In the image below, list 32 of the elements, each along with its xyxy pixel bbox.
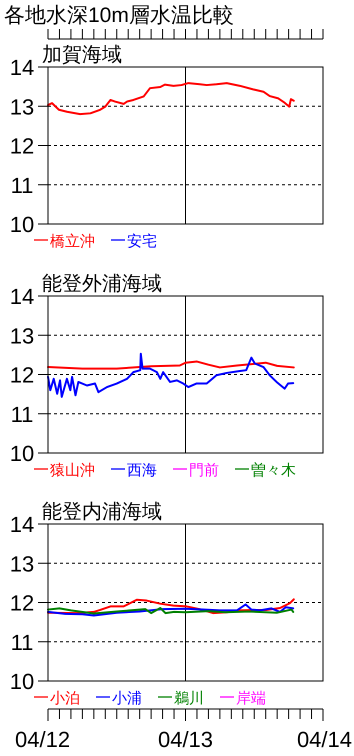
chart-title: 能登外浦海域 [42, 273, 162, 295]
y-tick-label: 13 [10, 323, 34, 348]
chart-title: 能登内浦海域 [42, 501, 162, 523]
legend-label: 曽々木 [251, 462, 296, 479]
text: 猿山沖 [50, 462, 95, 479]
y-tick-label: 12 [10, 590, 34, 616]
y-tick-label: 12 [10, 134, 34, 158]
legend-label: 安宅 [127, 233, 157, 250]
y-tick-label: 14 [10, 55, 34, 80]
legend-label: 鵜川 [174, 690, 204, 707]
y-tick-label: 11 [10, 402, 34, 427]
y-tick-label: 14 [10, 284, 34, 309]
legend-label: 小浦 [112, 690, 142, 707]
y-tick-label: 14 [10, 512, 34, 537]
text: 橋立沖 [50, 233, 95, 250]
x-tick-label: 04/12 [15, 727, 70, 752]
chart-title: 各地水深10m層水温比較 [4, 4, 234, 27]
y-tick-label: 12 [10, 362, 34, 388]
legend-label: 岸端 [236, 690, 266, 707]
legend-label: 門前 [189, 462, 219, 479]
y-tick-label: 13 [10, 551, 34, 576]
y-tick-label: 11 [10, 630, 34, 655]
y-tick-label: 10 [10, 669, 34, 694]
text: 小泊 [50, 690, 80, 707]
x-tick-label: 04/13 [158, 727, 214, 752]
y-tick-label: 10 [10, 441, 34, 466]
y-tick-label: 11 [10, 172, 34, 198]
x-tick-label: 04/14 [296, 727, 352, 752]
y-tick-label: 10 [10, 212, 34, 237]
legend-label: 西海 [127, 462, 157, 479]
chart-subtitle: 加賀海域 [42, 44, 122, 66]
y-tick-label: 13 [10, 94, 34, 120]
